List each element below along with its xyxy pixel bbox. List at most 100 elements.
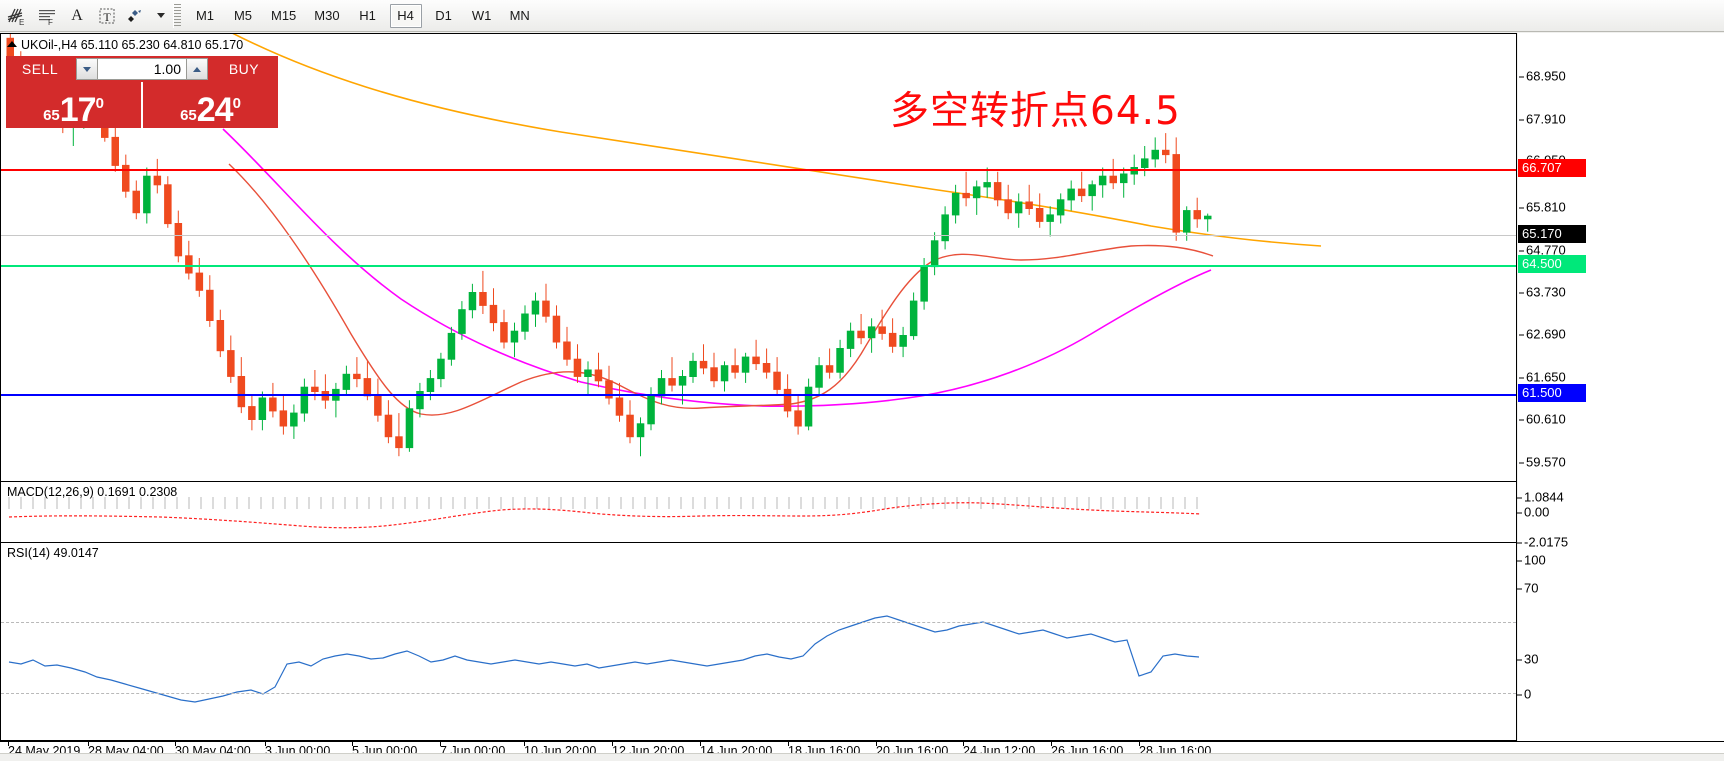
period-m5[interactable]: M5 xyxy=(233,8,253,23)
price-tick: 60.610 xyxy=(1519,411,1566,427)
time-tick-mark xyxy=(700,742,701,746)
volume-increase-button[interactable] xyxy=(186,58,208,80)
time-tick-mark xyxy=(963,742,964,746)
price-tick: 67.910 xyxy=(1519,111,1566,127)
time-tick-mark xyxy=(876,742,877,746)
price-tick: 59.570 xyxy=(1519,454,1566,470)
text-icon[interactable]: A xyxy=(71,6,83,24)
period-m30[interactable]: M30 xyxy=(314,8,340,23)
macd-tick: -2.0175 xyxy=(1516,534,1569,550)
candlestick-canvas xyxy=(6,34,1322,457)
svg-text:F: F xyxy=(48,18,53,26)
time-tick-mark xyxy=(88,742,89,746)
svg-text:E: E xyxy=(19,18,24,26)
time-tick-mark xyxy=(788,742,789,746)
price-pane[interactable]: UKOil-,H4 65.110 65.230 64.810 65.170 多空… xyxy=(1,34,1516,482)
indicators-icon[interactable]: E xyxy=(2,2,32,30)
price-tick: 63.730 xyxy=(1519,284,1566,300)
support-line xyxy=(1,394,1516,396)
rsi-oversold-line xyxy=(1,693,1516,694)
rsi-overbought-line xyxy=(1,622,1516,623)
time-tick-mark xyxy=(524,742,525,746)
price-tick: 64.770 xyxy=(1519,242,1566,258)
period-m15[interactable]: M15 xyxy=(271,8,297,23)
trade-top-row: SELL 1.00 BUY xyxy=(6,56,278,82)
rsi-canvas xyxy=(8,615,1200,703)
sell-price-prefix: 65 xyxy=(43,107,60,124)
period-d1[interactable]: D1 xyxy=(435,8,452,23)
volume-input[interactable]: 1.00 xyxy=(98,58,186,80)
price-tick: 68.950 xyxy=(1519,68,1566,84)
ma-magenta-line xyxy=(222,128,1212,407)
rsi-label: RSI(14) 49.0147 xyxy=(7,546,99,560)
ma-orange-line xyxy=(232,34,1322,247)
volume-decrease-button[interactable] xyxy=(76,58,98,80)
status-bar xyxy=(0,753,1724,761)
macd-tick: 0.00 xyxy=(1516,504,1550,520)
text-label-icon[interactable]: T xyxy=(92,2,122,30)
one-click-trade-panel[interactable]: SELL 1.00 BUY 65 17 0 65 xyxy=(6,56,278,128)
price-tick: 62.690 xyxy=(1519,326,1566,342)
macd-label: MACD(12,26,9) 0.1691 0.2308 xyxy=(7,485,178,499)
current-price-line xyxy=(1,235,1516,236)
grid-icon[interactable]: F xyxy=(32,2,62,30)
macd-canvas xyxy=(8,497,1202,529)
chevron-down-icon xyxy=(157,13,165,18)
period-mn[interactable]: MN xyxy=(509,8,530,23)
price-scale[interactable]: 68.950 67.910 66.950 66.707 65.810 65.17… xyxy=(1516,33,1724,741)
resistance-price-tag: 66.707 xyxy=(1518,159,1586,177)
time-tick-mark xyxy=(265,742,266,746)
period-h4[interactable]: H4 xyxy=(389,3,422,28)
chart-annotation: 多空转折点64.5 xyxy=(890,89,1181,134)
buy-price[interactable]: 65 24 0 xyxy=(143,82,278,128)
macd-tick: 1.0844 xyxy=(1517,489,1564,505)
time-tick-mark xyxy=(612,742,613,746)
rsi-tick: 70 xyxy=(1516,580,1539,596)
time-tick-mark xyxy=(352,742,353,746)
time-tick-mark xyxy=(175,742,176,746)
current-price-tag: 65.170 xyxy=(1518,225,1586,243)
objects-icon[interactable] xyxy=(122,2,152,30)
sell-price[interactable]: 65 17 0 xyxy=(6,82,141,128)
collapse-icon[interactable] xyxy=(7,41,17,47)
macd-histogram xyxy=(8,497,1198,509)
rsi-tick: 100 xyxy=(1517,552,1546,568)
period-w1[interactable]: W1 xyxy=(471,8,492,23)
main-toolbar: E F A T M1 xyxy=(0,0,1724,32)
time-tick-mark xyxy=(1139,742,1140,746)
sell-button[interactable]: SELL xyxy=(6,56,74,82)
trade-price-row: 65 17 0 65 24 0 xyxy=(6,82,278,128)
pivot-price-tag: 64.500 xyxy=(1518,255,1586,273)
sell-price-sup: 0 xyxy=(95,95,104,112)
rsi-tick: 30 xyxy=(1516,651,1539,667)
macd-pane[interactable]: MACD(12,26,9) 0.1691 0.2308 xyxy=(1,483,1516,543)
rsi-pane[interactable]: RSI(14) 49.0147 xyxy=(1,544,1516,740)
support-price-tag: 61.500 xyxy=(1518,384,1586,402)
ma-red-line xyxy=(228,163,1214,416)
time-tick-mark xyxy=(1051,742,1052,746)
rsi-tick: 0 xyxy=(1516,686,1532,702)
period-m1[interactable]: M1 xyxy=(195,8,215,23)
price-tick: 61.650 xyxy=(1519,369,1566,385)
rsi-line xyxy=(8,615,1200,703)
buy-price-sup: 0 xyxy=(232,95,241,112)
time-tick-mark xyxy=(440,742,441,746)
period-h1[interactable]: H1 xyxy=(359,8,376,23)
sell-price-big: 17 xyxy=(59,91,97,129)
symbol-ohlc-label: UKOil-,H4 65.110 65.230 64.810 65.170 xyxy=(21,38,244,52)
chart-frame[interactable]: UKOil-,H4 65.110 65.230 64.810 65.170 多空… xyxy=(0,33,1517,741)
volume-control[interactable]: 1.00 xyxy=(74,56,210,82)
svg-text:T: T xyxy=(103,10,111,24)
buy-price-big: 24 xyxy=(196,91,234,129)
candle-series xyxy=(6,34,1212,457)
resistance-line xyxy=(1,169,1516,171)
objects-dropdown-arrow[interactable] xyxy=(152,2,168,30)
macd-signal-line xyxy=(8,502,1202,529)
price-tick: 65.810 xyxy=(1519,199,1566,215)
buy-price-prefix: 65 xyxy=(180,107,197,124)
time-tick-mark xyxy=(8,742,9,746)
pivot-line xyxy=(1,265,1516,267)
toolbar-grip[interactable] xyxy=(173,3,181,28)
buy-button[interactable]: BUY xyxy=(210,56,278,82)
